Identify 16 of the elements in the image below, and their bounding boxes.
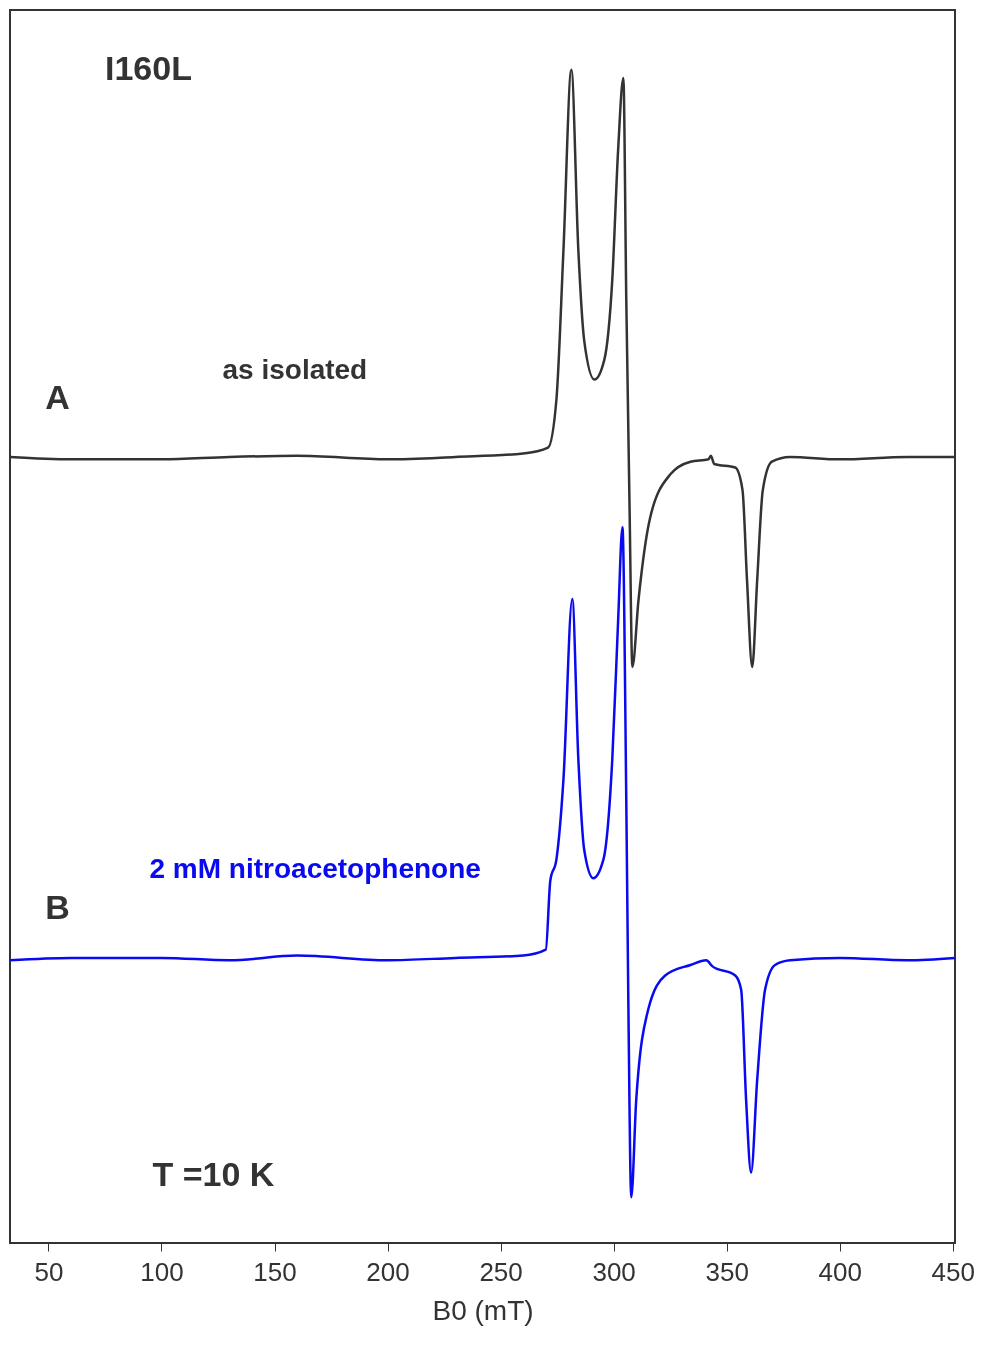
x-tick-label: 400 <box>818 1256 862 1287</box>
x-tick-label: 350 <box>705 1256 749 1287</box>
x-tick-label: 100 <box>140 1256 184 1287</box>
text: as isolated <box>222 354 368 386</box>
x-tick-label: 200 <box>366 1256 410 1287</box>
x-tick-label: 150 <box>253 1256 297 1287</box>
x-tick-label: 250 <box>479 1256 523 1287</box>
annotation: I160L <box>104 48 192 87</box>
text: 2 mM nitroacetophenone <box>149 852 481 884</box>
annotation: A <box>45 378 70 417</box>
x-tick-label: 50 <box>34 1256 64 1287</box>
x-tick-label: 300 <box>592 1256 636 1287</box>
annotation: T =10 K <box>152 1155 275 1194</box>
x-tick-label: 450 <box>931 1256 975 1287</box>
x-axis-title: B0 (mT) <box>432 1294 534 1326</box>
annotation: B <box>45 887 70 926</box>
